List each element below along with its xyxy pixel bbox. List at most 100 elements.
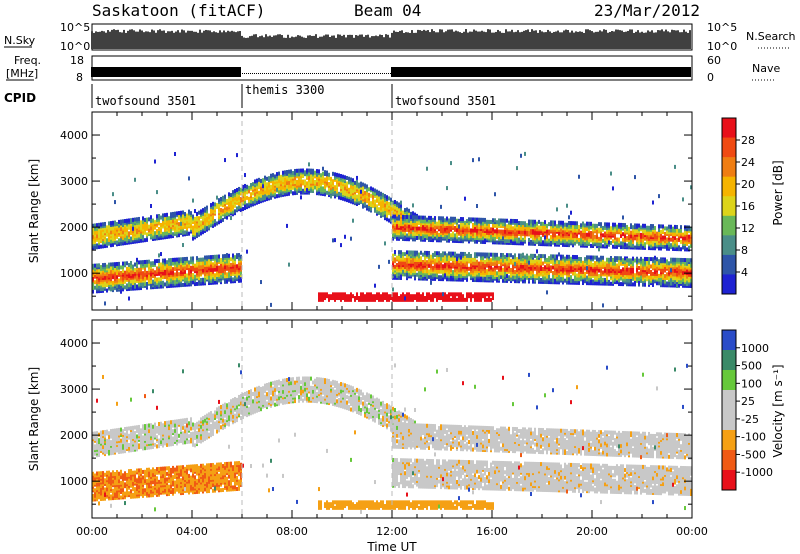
rti-cell xyxy=(456,218,458,223)
rti-cell xyxy=(398,229,400,234)
rti-cell xyxy=(502,253,504,258)
rti-cell xyxy=(396,201,398,206)
rti-cell xyxy=(122,235,124,240)
rti-cell xyxy=(542,267,544,272)
rti-cell xyxy=(140,267,142,272)
rti-cell xyxy=(122,268,124,273)
rti-cell xyxy=(468,266,470,271)
rti-cell xyxy=(218,207,220,212)
rti-cell xyxy=(96,226,98,231)
rti-cell xyxy=(392,292,394,297)
nave-dot xyxy=(282,73,283,74)
rti-cell xyxy=(436,221,438,226)
nave-dot xyxy=(300,73,301,74)
rti-cell xyxy=(134,230,136,235)
rti-cell xyxy=(96,223,98,228)
rti-cell xyxy=(340,243,342,248)
rti-cell xyxy=(142,225,144,230)
rti-cell xyxy=(522,241,524,246)
rti-cell xyxy=(474,232,476,237)
rti-cell xyxy=(352,194,354,199)
rti-cell xyxy=(198,210,200,215)
rti-cell xyxy=(218,254,220,259)
rti-cell xyxy=(468,217,470,222)
rti-cell xyxy=(442,264,444,269)
rti-cell xyxy=(496,271,498,276)
rti-cell xyxy=(266,182,268,187)
rti-cell xyxy=(134,268,136,273)
rti-cell xyxy=(540,225,542,230)
rti-cell xyxy=(240,254,242,259)
rti-cell xyxy=(218,269,220,274)
rti-cell xyxy=(304,179,306,184)
rti-cell xyxy=(366,297,368,302)
rti-cell xyxy=(518,277,520,282)
rti-cell xyxy=(470,292,472,297)
rti-cell xyxy=(372,191,374,196)
rti-cell xyxy=(212,254,214,259)
rti-cell xyxy=(152,279,154,284)
rti-cell xyxy=(504,218,506,223)
rti-cell xyxy=(524,259,526,264)
nave-dot xyxy=(338,73,339,74)
rti-cell xyxy=(242,207,244,212)
rti-cell xyxy=(338,173,340,178)
rti-cell xyxy=(500,275,502,280)
rti-cell xyxy=(98,285,100,290)
rti-cell xyxy=(538,230,540,235)
rti-cell xyxy=(178,272,180,277)
rti-cell xyxy=(102,231,104,236)
rti-cell xyxy=(502,256,504,261)
rti-cell xyxy=(530,253,532,258)
rti-cell xyxy=(270,184,272,189)
rti-cell xyxy=(220,267,222,272)
rti-cell xyxy=(176,257,178,262)
rti-cell xyxy=(320,292,322,297)
rti-cell xyxy=(430,236,432,241)
rti-cell xyxy=(340,196,342,201)
rti-cell xyxy=(436,230,438,235)
nave-dot xyxy=(326,73,327,74)
rti-cell xyxy=(420,235,422,240)
rti-cell xyxy=(418,263,420,268)
rti-cell xyxy=(542,221,544,226)
rti-cell xyxy=(450,225,452,230)
station-title: Saskatoon (fitACF) xyxy=(92,1,265,20)
rti-cell xyxy=(212,278,214,283)
rti-cell xyxy=(234,275,236,280)
rti-cell xyxy=(406,257,408,262)
rti-cell xyxy=(458,218,460,223)
rti-cell xyxy=(490,252,492,257)
rti-cell xyxy=(158,268,160,273)
rti-cell xyxy=(404,208,406,213)
rti-cell xyxy=(414,250,416,255)
rti-cell xyxy=(310,179,312,184)
rti-cell xyxy=(106,241,108,246)
rti-cell xyxy=(416,256,418,261)
rti-cell xyxy=(92,282,94,287)
rti-cell xyxy=(480,225,482,230)
rti-cell xyxy=(206,222,208,227)
rti-cell xyxy=(118,227,120,232)
rti-cell xyxy=(194,274,196,279)
rti-cell xyxy=(216,271,218,276)
rti-cell xyxy=(404,214,406,219)
rti-cell xyxy=(112,280,114,285)
rti-cell xyxy=(444,292,446,297)
rti-cell xyxy=(276,172,278,177)
rti-cell xyxy=(178,211,180,216)
rti-cell xyxy=(110,243,112,248)
rti-cell xyxy=(500,218,502,223)
rti-cell xyxy=(236,264,238,269)
rti-cell xyxy=(406,237,408,242)
rti-cell xyxy=(124,279,126,284)
rti-cell xyxy=(216,262,218,267)
rti-cell xyxy=(158,230,160,235)
rti-cell xyxy=(374,199,376,204)
rti-cell xyxy=(200,231,202,236)
rti-cell xyxy=(448,277,450,282)
rti-cell xyxy=(434,292,436,297)
rti-cell xyxy=(184,277,186,282)
nave-dot xyxy=(348,73,349,74)
